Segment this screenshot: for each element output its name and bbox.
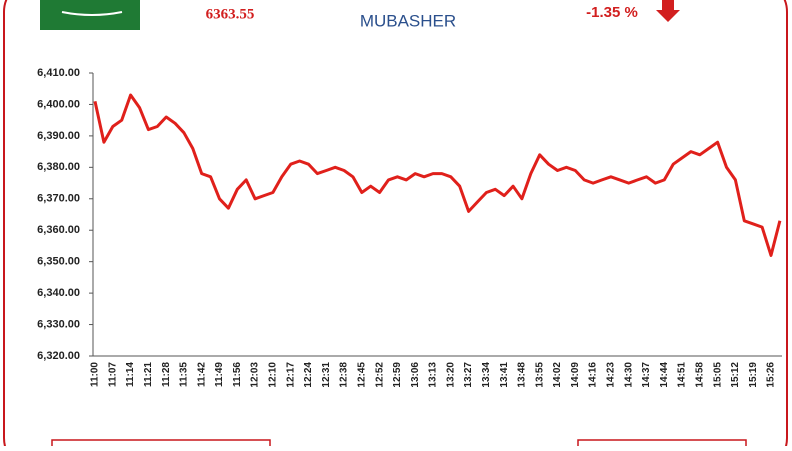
x-tick-label: 14:23 [606, 362, 617, 388]
x-tick-label: 12:52 [374, 362, 385, 388]
x-tick-label: 12:03 [250, 362, 261, 388]
x-tick-label: 14:16 [588, 362, 599, 388]
down-arrow [656, 0, 680, 22]
x-tick-label: 11:49 [214, 362, 225, 387]
x-tick-label: 14:02 [552, 362, 563, 388]
y-tick-label: 6,380.00 [37, 161, 80, 173]
y-tick-label: 6,370.00 [37, 193, 80, 205]
flag-emblem [61, 11, 123, 16]
footer-box [51, 439, 271, 451]
x-tick-label: 12:45 [356, 362, 367, 388]
x-tick-label: 11:21 [143, 362, 154, 387]
x-tick-label: 14:51 [677, 362, 688, 388]
x-tick-label: 12:10 [268, 362, 279, 388]
x-tick-label: 12:59 [392, 362, 403, 388]
x-tick-label: 11:00 [90, 362, 101, 387]
logo: MUBASHER [360, 11, 456, 30]
x-tick-label: 14:30 [623, 362, 634, 388]
y-tick-label: 6,400.00 [37, 98, 80, 110]
x-tick-label: 15:26 [766, 362, 777, 388]
x-tick-label: 11:42 [196, 362, 207, 387]
x-tick-label: 15:19 [748, 362, 759, 388]
x-tick-label: 11:56 [232, 362, 243, 387]
x-tick-label: 11:07 [107, 362, 118, 387]
x-tick-label: 13:34 [481, 362, 492, 388]
y-tick-label: 6,350.00 [37, 256, 80, 268]
x-tick-label: 12:31 [321, 362, 332, 388]
price: 6363.55 [206, 6, 255, 22]
change: -1.35 % [586, 4, 638, 21]
price-line [93, 93, 782, 257]
x-tick-label: 11:28 [161, 362, 172, 387]
x-tick-label: 11:35 [179, 362, 190, 387]
x-tick-label: 11:14 [125, 362, 136, 387]
x-tick-label: 13:20 [445, 362, 456, 388]
x-tick-label: 12:17 [285, 362, 296, 388]
x-tick-label: 13:06 [410, 362, 421, 388]
x-tick-label: 12:38 [339, 362, 350, 388]
y-tick-label: 6,410.00 [37, 67, 80, 79]
frame [3, 0, 788, 451]
y-tick-label: 6,330.00 [37, 318, 80, 330]
x-tick-label: 14:09 [570, 362, 581, 388]
y-tick-label: 6,360.00 [37, 224, 80, 236]
y-tick-label: 6,340.00 [37, 287, 80, 299]
x-tick-label: 13:48 [517, 362, 528, 388]
x-tick-label: 15:12 [730, 362, 741, 388]
y-tick-label: 6,390.00 [37, 130, 80, 142]
footer-box [577, 439, 747, 451]
x-tick-label: 14:44 [659, 362, 670, 388]
y-tick-label: 6,320.00 [37, 350, 80, 362]
x-tick-label: 13:13 [428, 362, 439, 388]
x-tick-label: 12:24 [303, 362, 314, 388]
x-tick-label: 14:58 [694, 362, 705, 388]
x-tick-label: 13:55 [534, 362, 545, 388]
x-tick-label: 13:41 [499, 362, 510, 388]
x-tick-label: 13:27 [463, 362, 474, 388]
x-tick-label: 15:05 [712, 362, 723, 388]
x-tick-label: 14:37 [641, 362, 652, 388]
